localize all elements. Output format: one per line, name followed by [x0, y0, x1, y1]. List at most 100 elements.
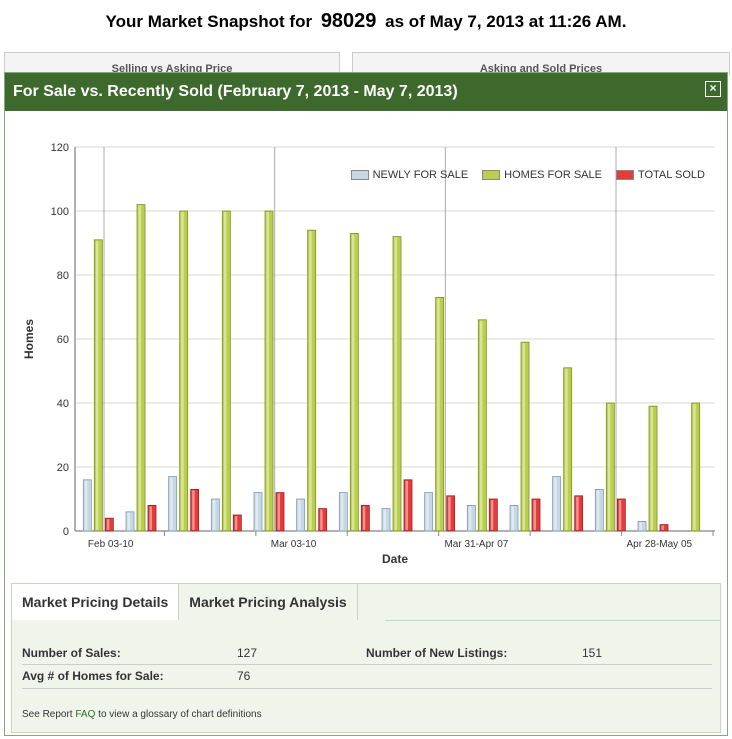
tab-market-pricing-details[interactable]: Market Pricing Details	[12, 584, 180, 620]
bar-newly-for-sale	[125, 511, 135, 532]
bar-total-sold	[104, 517, 114, 532]
close-button[interactable]: ×	[705, 81, 721, 97]
bar-newly-for-sale	[210, 498, 220, 532]
bar-total-sold	[403, 479, 413, 532]
bar-newly-for-sale	[296, 498, 306, 532]
bar-homes-for-sale	[93, 239, 103, 532]
bar-highlight	[479, 320, 483, 530]
bar-highlight	[340, 493, 344, 530]
chart-modal: For Sale vs. Recently Sold (February 7, …	[4, 72, 728, 736]
bar-highlight	[607, 404, 611, 530]
bar-highlight	[320, 509, 323, 530]
bar-highlight	[576, 496, 579, 530]
bar-homes-for-sale	[307, 229, 317, 532]
x-tick-label: Mar 03-10	[271, 539, 317, 550]
bar-newly-for-sale	[552, 476, 562, 532]
avg-homes-value: 76	[237, 669, 251, 683]
bar-homes-for-sale	[392, 236, 402, 532]
bar-homes-for-sale	[520, 341, 530, 532]
faq-suffix: to view a glossary of chart definitions	[98, 709, 262, 720]
x-tick-label: Mar 31-Apr 07	[444, 539, 508, 550]
legend-item-newly[interactable]: NEWLY FOR SALE	[350, 169, 468, 181]
avg-homes-label: Avg # of Homes for Sale:	[22, 669, 164, 683]
bar-highlight	[149, 506, 152, 530]
bar-highlight	[522, 343, 525, 530]
bar-total-sold	[446, 495, 456, 532]
bar-highlight	[234, 516, 238, 530]
snapshot-zip: 98029	[320, 10, 377, 32]
y-tick-label: 20	[57, 462, 69, 474]
bar-newly-for-sale	[253, 492, 263, 532]
tab-market-pricing-analysis[interactable]: Market Pricing Analysis	[179, 584, 358, 620]
legend-item-homes[interactable]: HOMES FOR SALE	[482, 169, 602, 181]
bar-homes-for-sale	[264, 210, 274, 532]
bar-highlight	[266, 212, 269, 530]
bar-total-sold	[659, 524, 669, 532]
bar-highlight	[170, 477, 173, 530]
bar-highlight	[405, 480, 408, 530]
legend-item-sold[interactable]: TOTAL SOLD	[615, 169, 705, 181]
bar-highlight	[661, 525, 664, 530]
bar-newly-for-sale	[509, 504, 519, 532]
bar-homes-for-sale	[179, 210, 189, 532]
row-divider	[22, 688, 712, 689]
bar-total-sold	[531, 498, 541, 532]
bar-highlight	[309, 231, 312, 530]
bar-highlight	[277, 493, 280, 530]
bar-total-sold	[147, 504, 157, 532]
bar-homes-for-sale	[605, 402, 615, 532]
bar-newly-for-sale	[466, 504, 476, 532]
y-tick-label: 80	[57, 270, 69, 282]
bar-newly-for-sale	[338, 492, 348, 532]
bar-highlight	[650, 407, 653, 530]
bar-highlight	[533, 500, 536, 530]
number-of-sales-value: 127	[237, 646, 258, 660]
bar-total-sold	[190, 488, 200, 532]
bar-highlight	[138, 205, 141, 530]
bar-homes-for-sale	[435, 296, 445, 532]
x-axis-label: Date	[382, 552, 408, 566]
market-details-panel: Market Pricing Details Market Pricing An…	[11, 583, 721, 733]
bar-highlight	[394, 237, 397, 530]
snapshot-prefix: Your Market Snapshot for	[105, 12, 313, 31]
y-tick-label: 120	[51, 142, 69, 154]
x-tick-label: Apr 28-May 05	[626, 539, 692, 550]
bar-highlight	[618, 500, 622, 530]
bar-highlight	[437, 298, 440, 530]
y-tick-label: 60	[57, 334, 69, 346]
snapshot-suffix: as of May 7, 2013 at 11:26 AM.	[385, 12, 627, 31]
bar-homes-for-sale	[691, 402, 701, 532]
bar-highlight	[298, 500, 301, 530]
new-listings-label: Number of New Listings:	[366, 646, 508, 660]
legend-swatch	[350, 170, 369, 180]
bar-highlight	[212, 500, 216, 530]
bar-newly-for-sale	[424, 492, 434, 532]
bar-total-sold	[360, 504, 370, 532]
bar-highlight	[255, 493, 258, 530]
bar-homes-for-sale	[349, 233, 359, 532]
bar-homes-for-sale	[563, 367, 573, 532]
bar-highlight	[95, 240, 99, 531]
modal-header: For Sale vs. Recently Sold (February 7, …	[5, 73, 727, 111]
bar-highlight	[565, 368, 568, 530]
modal-title: For Sale vs. Recently Sold (February 7, …	[13, 83, 458, 100]
bar-highlight	[223, 212, 227, 530]
new-listings-value: 151	[582, 646, 603, 660]
tabs-rest	[385, 584, 720, 621]
bar-newly-for-sale	[168, 476, 178, 532]
bar-newly-for-sale	[594, 488, 604, 532]
faq-prefix: See Report	[22, 709, 73, 720]
bar-highlight	[351, 234, 355, 530]
bar-highlight	[596, 490, 600, 530]
bar-highlight	[426, 493, 429, 530]
legend-label: TOTAL SOLD	[637, 169, 705, 181]
bar-chart: 0 20 40 60 80 100 120 Feb 03-10 Mar 03-10 Mar 31-…	[22, 142, 715, 566]
bar-highlight	[511, 506, 514, 530]
bar-highlight	[554, 477, 557, 530]
bar-highlight	[127, 512, 130, 530]
bar-total-sold	[232, 514, 242, 532]
bar-highlight	[192, 490, 195, 530]
x-tick-label: Feb 03-10	[88, 539, 134, 550]
faq-link[interactable]: FAQ	[75, 709, 96, 720]
y-tick-label: 100	[51, 206, 69, 218]
